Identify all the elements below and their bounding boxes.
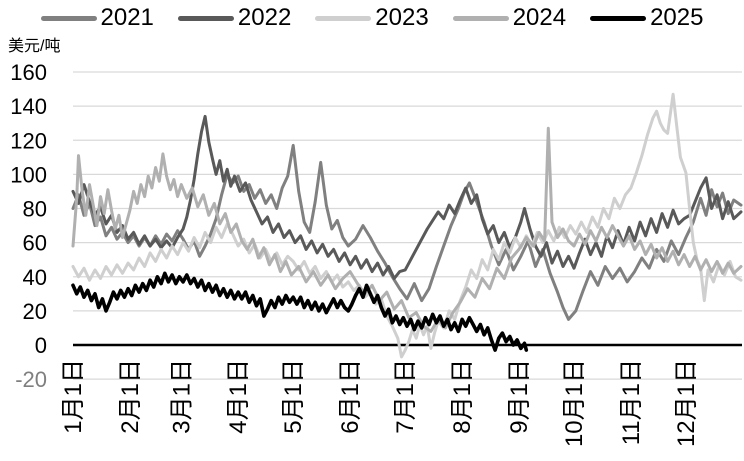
y-tick-label: 160 xyxy=(10,60,47,85)
legend-label-2025: 2025 xyxy=(650,4,704,31)
legend-item-2021[interactable]: 2021 xyxy=(40,4,154,31)
y-tick-label: 100 xyxy=(10,162,47,187)
y-tick-label: 120 xyxy=(10,128,47,153)
x-tick-label: 4月1日 xyxy=(225,359,252,434)
x-tick-label: 5月1日 xyxy=(280,359,307,434)
legend-line-swatch-2023 xyxy=(315,15,372,21)
y-tick-label: 40 xyxy=(23,265,47,290)
x-tick-label: 3月1日 xyxy=(168,359,195,434)
legend-label-2023: 2023 xyxy=(375,4,429,31)
y-tick-label: 60 xyxy=(23,231,47,256)
legend-line-swatch-2024 xyxy=(452,15,509,21)
x-tick-label: 1月1日 xyxy=(60,359,87,434)
x-tick-label: 9月1日 xyxy=(506,359,533,434)
y-tick-label: 80 xyxy=(23,197,47,222)
legend-line-swatch-2021 xyxy=(40,15,97,21)
series-line-2023 xyxy=(71,92,743,359)
x-tick-label: 10月1日 xyxy=(561,359,588,447)
legend-label-2022: 2022 xyxy=(237,4,292,31)
legend-item-2023[interactable]: 2023 xyxy=(315,4,429,31)
series-line-2025 xyxy=(71,271,529,352)
legend-line-swatch-2022 xyxy=(177,15,234,21)
y-axis-title: 美元/吨 xyxy=(8,38,61,55)
legend-item-2022[interactable]: 2022 xyxy=(177,4,292,31)
x-tick-label: 11月1日 xyxy=(618,359,645,445)
y-tick-label: -20 xyxy=(15,367,47,392)
y-tick-label: 140 xyxy=(10,94,47,119)
series-line-2021 xyxy=(71,143,743,321)
x-tick-label: 12月1日 xyxy=(673,359,700,447)
x-tick-label: 7月1日 xyxy=(392,359,419,434)
y-tick-label: 20 xyxy=(23,299,47,324)
x-tick-label: 6月1日 xyxy=(337,359,364,434)
legend-label-2024: 2024 xyxy=(512,4,567,31)
legend-label-2021: 2021 xyxy=(100,4,154,31)
legend-line-swatch-2025 xyxy=(590,15,647,21)
chart-legend: 2021 2022 2023 2024 2025 xyxy=(0,4,744,32)
x-tick-label: 2月1日 xyxy=(117,359,144,434)
legend-item-2025[interactable]: 2025 xyxy=(590,6,703,30)
x-tick-label: 8月1日 xyxy=(449,359,476,434)
y-tick-label: 0 xyxy=(35,333,47,358)
legend-item-2024[interactable]: 2024 xyxy=(452,4,567,31)
